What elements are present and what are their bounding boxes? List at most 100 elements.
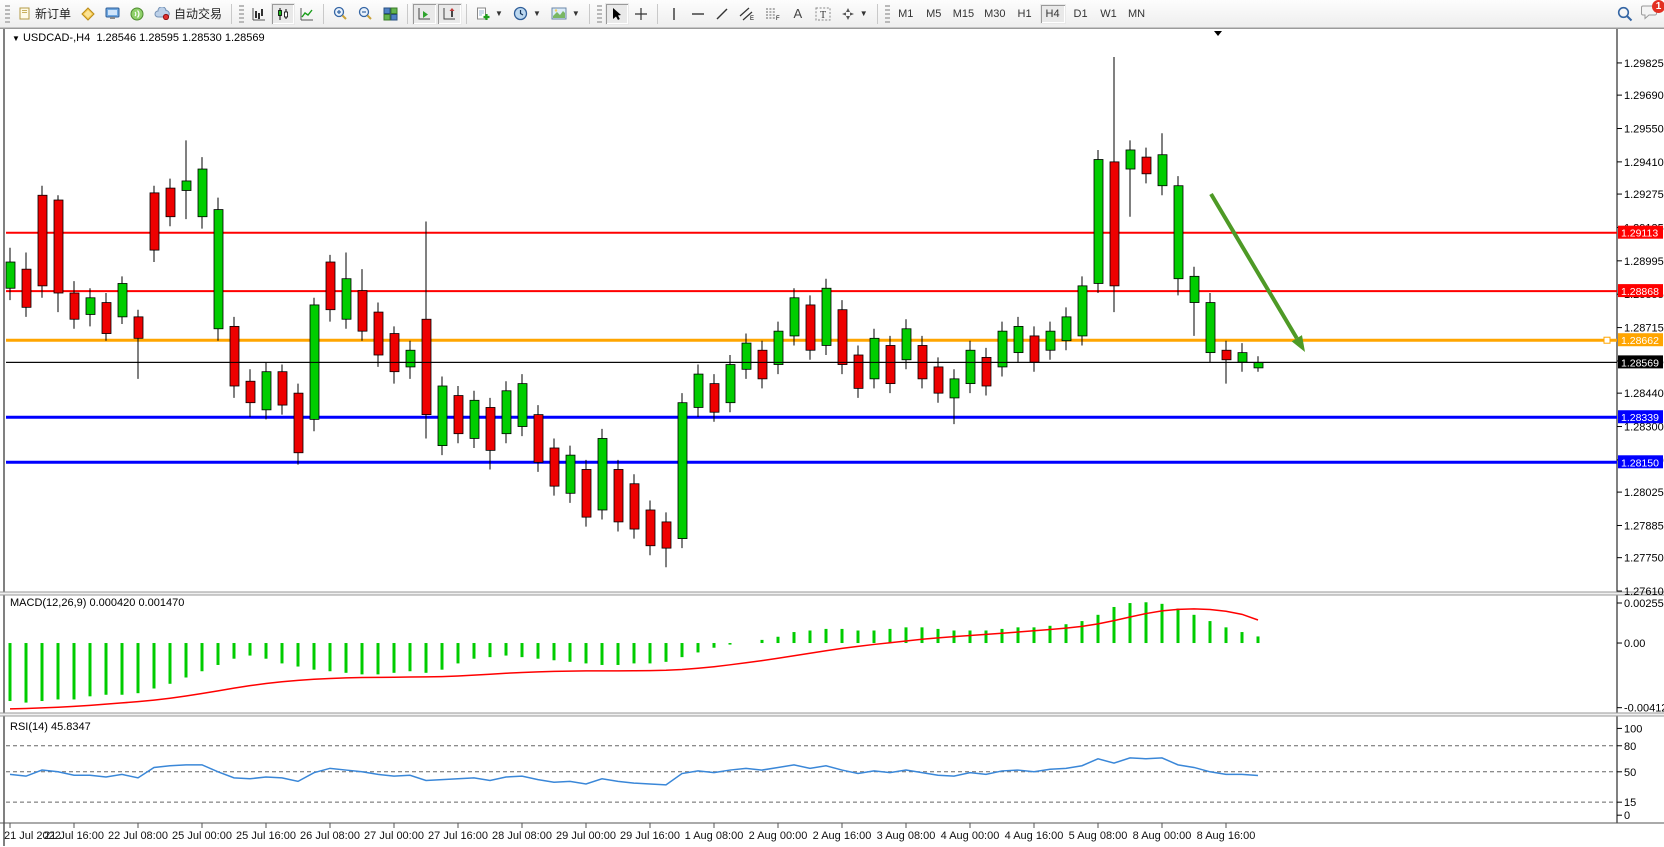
template-button[interactable]: ▼ xyxy=(546,3,585,25)
candle xyxy=(997,330,1008,368)
new-order-button[interactable]: 新订单 xyxy=(13,3,76,25)
vertical-line-tool-button[interactable] xyxy=(662,3,686,25)
svg-text:T: T xyxy=(820,10,826,21)
horizontal-line-tool-button[interactable] xyxy=(686,3,710,25)
zoom-out-button[interactable] xyxy=(353,3,378,25)
trend-arrow[interactable] xyxy=(1209,192,1299,340)
timeframe-button-d1[interactable]: D1 xyxy=(1073,7,1088,20)
candle xyxy=(965,349,976,385)
candle xyxy=(517,383,528,427)
chart-shift-icon xyxy=(443,7,456,19)
candle xyxy=(741,342,752,370)
chart-title[interactable]: ▼ USDCAD-,H4 1.28546 1.28595 1.28530 1.2… xyxy=(12,32,265,44)
tile-windows-icon xyxy=(383,7,398,20)
candle xyxy=(373,311,384,356)
macd-name: MACD(12,26,9) xyxy=(10,597,87,609)
svg-text:25 Jul 00:00: 25 Jul 00:00 xyxy=(172,830,232,842)
candlestick-chart-button[interactable] xyxy=(271,2,296,25)
rsi-line xyxy=(9,757,1259,786)
timeframe-button-m1[interactable]: M1 xyxy=(898,7,914,20)
cursor-tool-button[interactable] xyxy=(604,2,629,25)
candle xyxy=(389,333,400,373)
bar-chart-button[interactable] xyxy=(247,3,271,25)
candle xyxy=(485,407,496,451)
search-icon[interactable] xyxy=(1617,6,1633,22)
ohlc-close: 1.28569 xyxy=(224,32,265,44)
text-tool-button[interactable]: A xyxy=(786,3,810,25)
candle xyxy=(805,304,816,351)
trend-arrow-head[interactable] xyxy=(1291,335,1305,352)
trendline-tool-button[interactable] xyxy=(710,3,734,25)
arrows-tool-button[interactable]: ▼ xyxy=(836,3,873,25)
line-chart-button[interactable] xyxy=(295,3,319,25)
toolbar-grip[interactable] xyxy=(239,4,245,23)
auto-scroll-button[interactable] xyxy=(412,2,438,25)
candle xyxy=(533,414,544,463)
crosshair-tool-button[interactable] xyxy=(629,3,653,25)
svg-text:2 Aug 00:00: 2 Aug 00:00 xyxy=(749,830,808,842)
svg-text:1.28715: 1.28715 xyxy=(1624,323,1664,335)
candle xyxy=(1141,156,1152,175)
zoom-in-icon xyxy=(333,6,347,20)
candle xyxy=(1253,361,1264,369)
price-badge xyxy=(1618,355,1663,369)
macd-pane[interactable]: 0.002553 0.00 -0.004124 xyxy=(8,598,1664,715)
terminal-button[interactable] xyxy=(100,3,125,25)
gem-button[interactable] xyxy=(76,3,100,25)
toolbar-grip[interactable] xyxy=(884,4,890,23)
notification-count-badge: 1 xyxy=(1652,0,1664,13)
rsi-pane-label: RSI(14) 45.8347 xyxy=(10,721,91,733)
line-chart-icon xyxy=(300,7,314,20)
window-marker-icon[interactable] xyxy=(1214,31,1222,36)
candles-layer xyxy=(5,56,1264,568)
timeframe-button-h1[interactable]: H1 xyxy=(1017,7,1032,20)
timeframe-button-m5[interactable]: M5 xyxy=(926,7,942,20)
pane-separator[interactable] xyxy=(0,713,1664,716)
candle xyxy=(213,209,224,330)
timeframe-button-w1[interactable]: W1 xyxy=(1100,7,1117,20)
candle xyxy=(101,302,112,334)
price-axis[interactable]: 1.29825 1.29690 1.29550 1.29410 1.29275 1.291… xyxy=(1617,58,1664,598)
chart-window[interactable] xyxy=(0,28,1664,847)
auto-trading-label: 自动交易 xyxy=(174,7,223,21)
caret-down-icon: ▼ xyxy=(571,9,580,18)
candle xyxy=(773,330,784,365)
hline-handle[interactable] xyxy=(1603,336,1611,344)
candle xyxy=(1237,352,1248,363)
channel-tool-button[interactable]: E xyxy=(734,3,760,25)
candle xyxy=(677,402,688,539)
toolbar-grip[interactable] xyxy=(5,4,10,23)
svg-text:1.29275: 1.29275 xyxy=(1624,189,1664,201)
ohlc-high: 1.28595 xyxy=(139,32,179,44)
svg-text:29 Jul 16:00: 29 Jul 16:00 xyxy=(620,830,680,842)
tile-windows-button[interactable] xyxy=(378,3,403,25)
candle xyxy=(1205,302,1216,354)
window-left-edge xyxy=(3,29,5,846)
equidistant-channel-icon: E xyxy=(739,7,754,21)
text-label-tool-button[interactable]: T xyxy=(810,3,836,25)
candle xyxy=(501,390,512,435)
candle xyxy=(1061,316,1072,342)
clock-icon xyxy=(513,6,528,21)
zoom-in-button[interactable] xyxy=(328,3,353,25)
toolbar-grip[interactable] xyxy=(596,4,602,23)
candle xyxy=(421,318,432,416)
timeframe-button-m30[interactable]: M30 xyxy=(984,7,1006,20)
pane-separator[interactable] xyxy=(0,592,1664,595)
period-button[interactable]: ▼ xyxy=(508,3,546,25)
timeframe-button-m15[interactable]: M15 xyxy=(952,7,975,20)
timeframe-button-mn[interactable]: MN xyxy=(1127,7,1146,20)
sound-button[interactable] xyxy=(125,3,149,25)
chart-shift-button[interactable] xyxy=(437,2,463,25)
notifications-button[interactable]: 1 xyxy=(1641,0,1664,25)
rsi-pane[interactable]: 100 80 50 150 xyxy=(6,723,1642,822)
auto-trading-button[interactable]: 自动交易 xyxy=(149,3,227,25)
candle xyxy=(1221,349,1232,361)
fibonacci-tool-button[interactable]: F xyxy=(760,3,786,25)
timeframe-button-h4[interactable]: H4 xyxy=(1039,3,1066,24)
add-indicator-button[interactable]: ▼ xyxy=(471,3,508,25)
candle xyxy=(837,309,848,365)
svg-text:4 Aug 00:00: 4 Aug 00:00 xyxy=(941,830,1000,842)
